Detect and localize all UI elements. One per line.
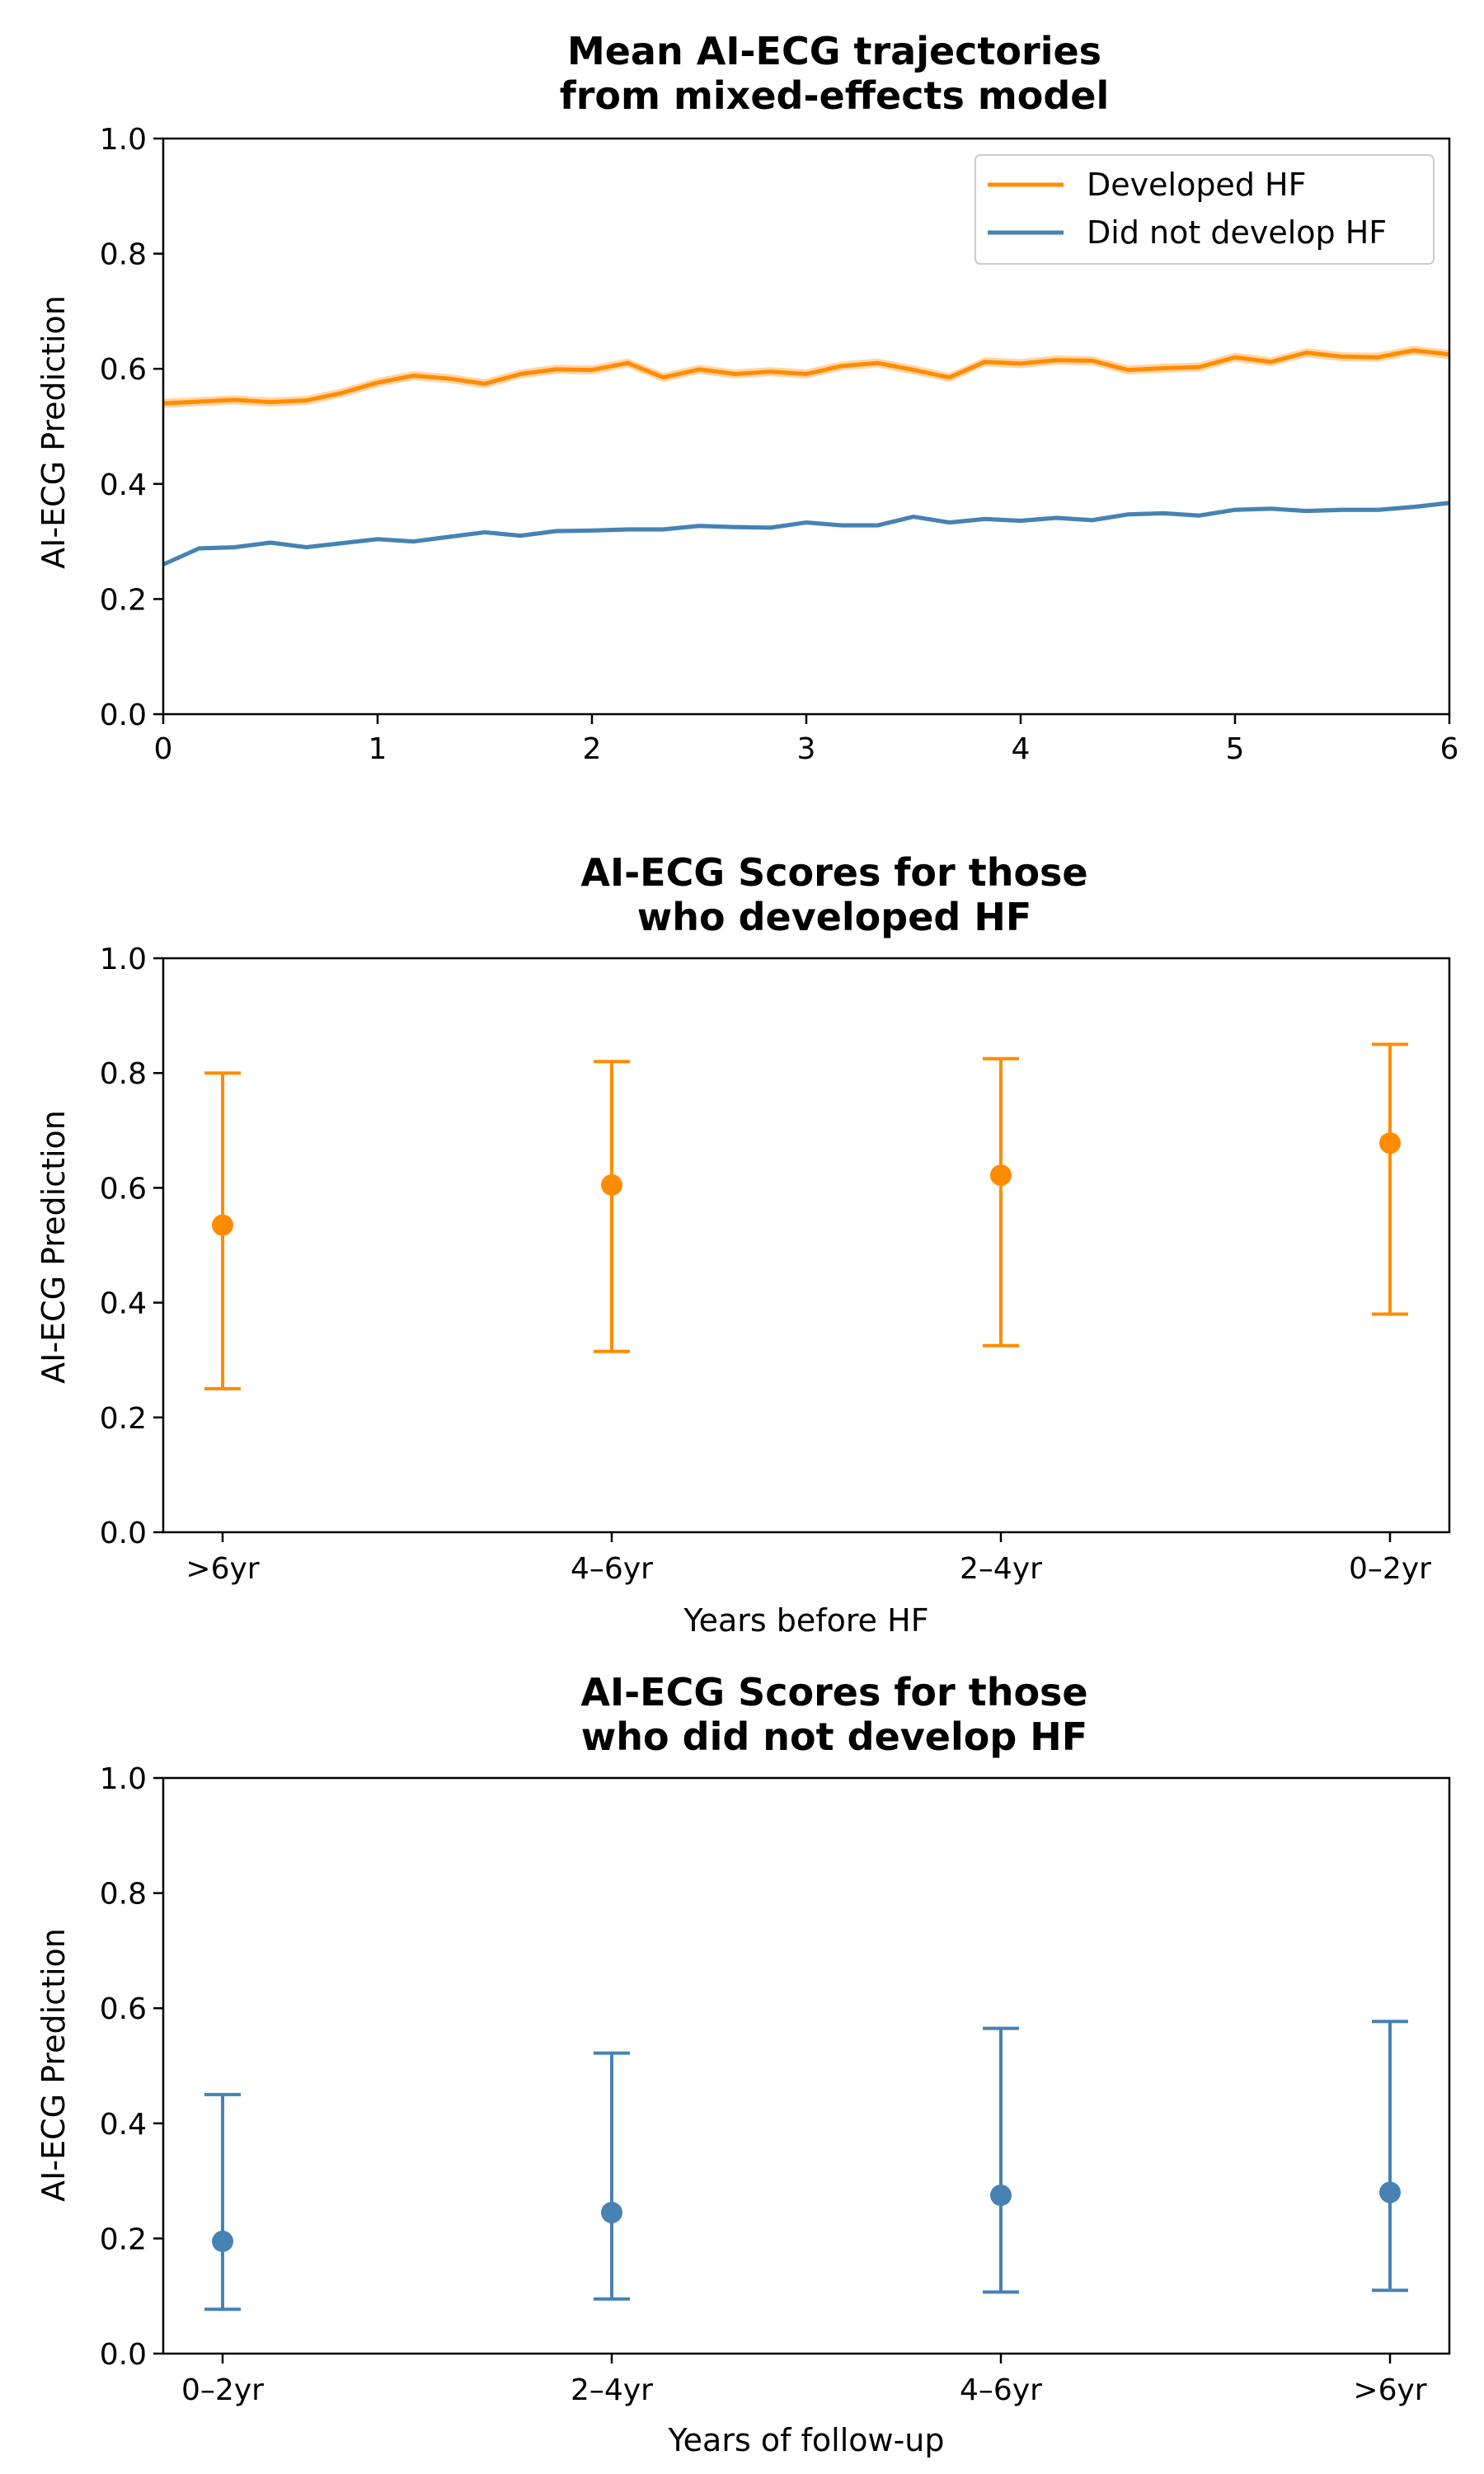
y-axis-label: AI-ECG Prediction	[35, 1110, 72, 1384]
legend-label-not-developed: Did not develop HF	[1087, 214, 1387, 251]
data-point	[212, 2230, 233, 2252]
y-axis-label: AI-ECG Prediction	[35, 1928, 72, 2202]
legend-label-developed: Developed HF	[1087, 167, 1306, 203]
trajectory-x-tick-label: 0	[154, 732, 173, 766]
developed-x-tick-label: >6yr	[186, 1552, 259, 1586]
trajectory-y-tick-label: 0.4	[100, 468, 147, 502]
data-point	[1379, 2181, 1401, 2204]
not-developed-x-tick-label: 2–4yr	[571, 2373, 653, 2407]
chart-title-line-1: AI-ECG Scores for those	[580, 850, 1087, 895]
chart-title-line-2: who developed HF	[637, 895, 1032, 939]
not-developed-y-tick-label: 0.4	[100, 2108, 147, 2142]
trajectory-x-tick-label: 5	[1226, 732, 1245, 766]
data-point	[212, 1214, 233, 1236]
not-developed-y-tick-label: 0.8	[100, 1878, 147, 1912]
not-developed-hf-errorbar-chart: AI-ECG Scores for those who did not deve…	[35, 1670, 1451, 2458]
legend: Developed HF Did not develop HF	[974, 154, 1435, 265]
x-axis-label: Years of follow-up	[667, 2422, 944, 2458]
trajectory-x-tick-label: 6	[1440, 732, 1459, 766]
chart-title-line-2: who did not develop HF	[581, 1714, 1087, 1759]
developed-hf-errorbar-chart: AI-ECG Scores for those who developed HF…	[35, 850, 1451, 1639]
trajectory-y-tick-label: 0.0	[100, 698, 147, 732]
developed-y-tick-label: 0.6	[100, 1172, 147, 1206]
developed-x-tick-label: 0–2yr	[1349, 1552, 1431, 1586]
trajectory-y-tick-label: 0.2	[100, 583, 147, 617]
series-line	[162, 348, 1450, 406]
chart-title-line-1: Mean AI-ECG trajectories	[567, 29, 1101, 73]
not-developed-x-tick-label: >6yr	[1353, 2373, 1426, 2407]
developed-y-tick-label: 0.8	[100, 1057, 147, 1091]
trajectory-y-tick-label: 0.6	[100, 353, 147, 387]
plot-frame	[162, 957, 1451, 1534]
trajectory-x-tick-label: 1	[369, 732, 387, 766]
legend-frame	[974, 154, 1435, 265]
developed-y-tick-label: 0.2	[100, 1402, 147, 1436]
developed-x-tick-label: 4–6yr	[571, 1552, 653, 1586]
not-developed-y-tick-label: 0.6	[100, 1992, 147, 2026]
plot-frame	[162, 1776, 1451, 2355]
developed-y-tick-label: 0.0	[100, 1517, 147, 1550]
developed-x-tick-label: 2–4yr	[960, 1552, 1042, 1586]
trajectory-x-tick-label: 2	[583, 732, 602, 766]
data-point	[601, 1174, 622, 1196]
not-developed-y-tick-label: 0.0	[100, 2338, 147, 2372]
data-point	[1379, 1132, 1401, 1155]
chart-title-line-2: from mixed-effects model	[560, 73, 1110, 118]
chart-title-line-1: AI-ECG Scores for those	[580, 1670, 1087, 1714]
trajectory-x-tick-label: 4	[1012, 732, 1031, 766]
data-point	[990, 1164, 1012, 1187]
trajectory-y-tick-label: 1.0	[100, 123, 147, 157]
trajectory-x-tick-label: 3	[797, 732, 816, 766]
data-point	[990, 2185, 1012, 2207]
developed-y-tick-label: 0.4	[100, 1287, 147, 1321]
confidence-band	[163, 346, 1449, 408]
trajectory-y-tick-label: 0.8	[100, 238, 147, 272]
series-line	[162, 501, 1450, 567]
developed-y-tick-label: 1.0	[100, 943, 147, 976]
not-developed-y-tick-label: 1.0	[100, 1762, 147, 1796]
not-developed-y-tick-label: 0.2	[100, 2222, 147, 2256]
data-point	[601, 2201, 622, 2223]
trajectory-chart: Mean AI-ECG trajectories from mixed-effe…	[35, 29, 1458, 766]
not-developed-x-tick-label: 4–6yr	[960, 2373, 1042, 2407]
not-developed-x-tick-label: 0–2yr	[181, 2373, 264, 2407]
x-axis-label: Years before HF	[683, 1602, 928, 1639]
y-axis-label: AI-ECG Prediction	[35, 295, 72, 569]
